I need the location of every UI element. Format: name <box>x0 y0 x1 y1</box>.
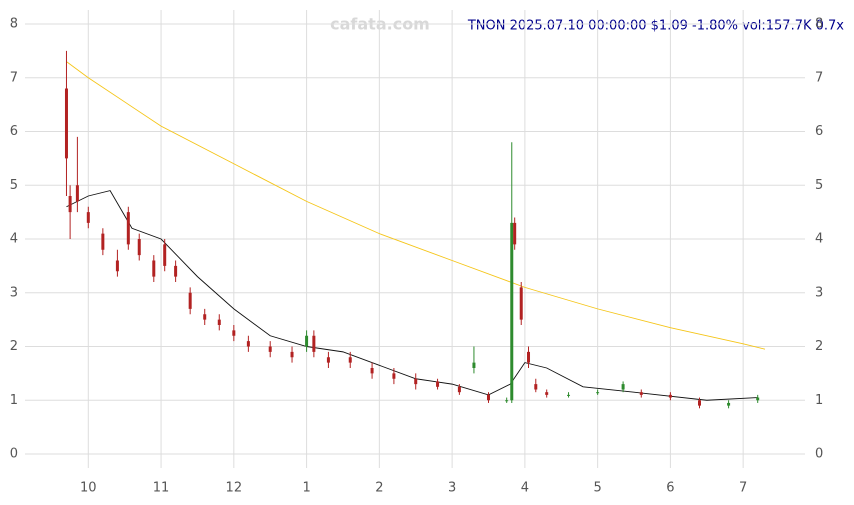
candle-body <box>305 335 309 347</box>
candle-body <box>527 351 531 363</box>
candle-body <box>163 244 167 266</box>
y-tick-label: 7 <box>10 70 18 85</box>
candle-body <box>290 351 294 358</box>
candle-body <box>126 212 130 245</box>
x-tick-label: 10 <box>80 481 97 496</box>
chart-title: TNON 2025.07.10 00:00:00 $1.09 -1.80% vo… <box>467 19 844 34</box>
y-tick-label-right: 3 <box>815 285 823 300</box>
candle-body <box>312 335 316 352</box>
candle-body <box>639 392 643 395</box>
x-tick-label: 7 <box>739 481 747 496</box>
candle-body <box>115 260 119 272</box>
x-tick-label: 12 <box>226 481 243 496</box>
candle-body <box>75 185 79 202</box>
y-tick-label-right: 1 <box>815 393 823 408</box>
y-tick-label-right: 8 <box>815 17 823 32</box>
candle-body <box>621 384 625 390</box>
candle-body <box>64 88 68 159</box>
x-tick-label: 6 <box>666 481 674 496</box>
candle-body <box>414 378 418 385</box>
candle-body <box>727 402 731 406</box>
candle-body <box>188 292 192 309</box>
candle-body <box>268 346 272 352</box>
candle-body <box>697 400 701 406</box>
candle-body <box>174 265 178 277</box>
y-tick-label-right: 2 <box>815 339 823 354</box>
moving-average <box>66 61 766 350</box>
y-tick-label: 3 <box>10 285 18 300</box>
candle-body <box>370 368 374 374</box>
candle-body <box>510 222 514 401</box>
x-tick-label: 11 <box>153 481 170 496</box>
x-tick-label: 2 <box>375 481 383 496</box>
y-tick-label-right: 7 <box>815 70 823 85</box>
candle-body <box>519 287 523 320</box>
candle-body <box>348 357 352 363</box>
candle-body <box>486 394 490 401</box>
y-tick-label: 1 <box>10 393 18 408</box>
y-tick-label-right: 4 <box>815 232 823 247</box>
x-tick-label: 3 <box>448 481 456 496</box>
y-tick-label: 0 <box>10 447 18 462</box>
candle-body <box>326 357 330 363</box>
candle-body <box>68 196 72 213</box>
candle-body <box>246 341 250 347</box>
candle-body <box>152 260 156 277</box>
y-tick-label: 4 <box>10 232 18 247</box>
candle-body <box>392 373 396 379</box>
y-tick-label-right: 5 <box>815 178 823 193</box>
candle-body <box>203 314 207 320</box>
candle-body <box>545 392 549 395</box>
candle-body <box>86 212 90 223</box>
candle-body <box>101 233 105 250</box>
candle-body <box>596 392 600 394</box>
candle-body <box>217 319 221 325</box>
y-tick-label: 6 <box>10 124 18 139</box>
candle-body <box>436 381 440 387</box>
x-tick-label: 5 <box>593 481 601 496</box>
candle-body <box>567 394 571 396</box>
y-tick-label: 2 <box>10 339 18 354</box>
candle-body <box>756 397 760 401</box>
candle-body <box>137 239 141 256</box>
y-tick-label-right: 0 <box>815 447 823 462</box>
candle-body <box>534 384 538 390</box>
candle-body <box>505 400 509 402</box>
candle-body <box>472 362 476 368</box>
candle-body <box>232 330 236 336</box>
y-tick-label: 5 <box>10 178 18 193</box>
x-tick-label: 1 <box>302 481 310 496</box>
moving-average <box>66 190 758 401</box>
candle-body <box>457 386 461 393</box>
y-tick-label: 8 <box>10 17 18 32</box>
y-tick-label-right: 6 <box>815 124 823 139</box>
x-tick-label: 4 <box>521 481 529 496</box>
candle-body <box>513 222 517 245</box>
candle-body <box>668 394 672 398</box>
